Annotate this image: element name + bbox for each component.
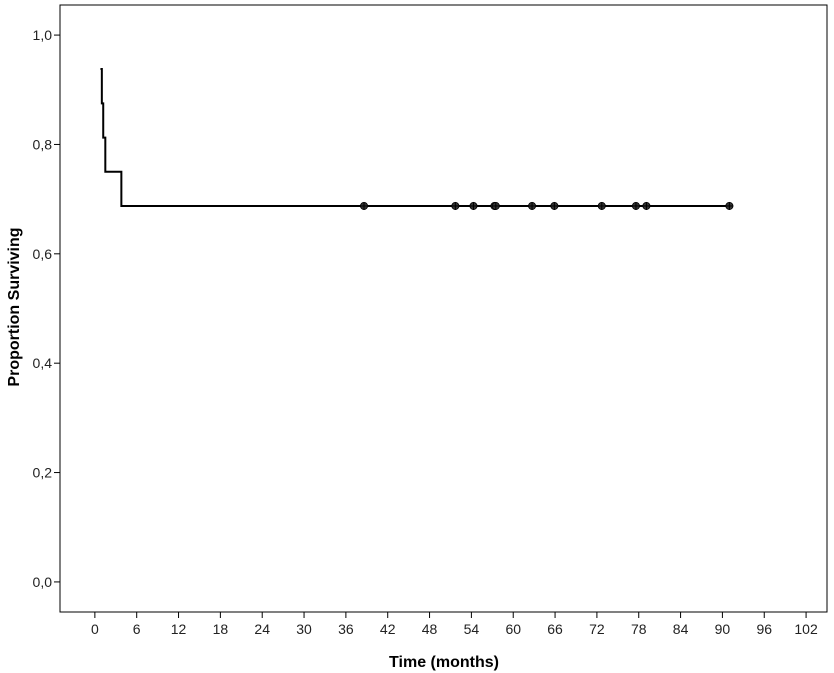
- y-tick-label: 0,4: [33, 355, 53, 371]
- x-tick-label: 60: [505, 621, 521, 637]
- x-tick-label: 12: [171, 621, 187, 637]
- y-tick-label: 1,0: [33, 27, 53, 43]
- x-axis: 0 6 12 18 24 30 36 42 48 54 60 66 72 78 84 90 96 102: [91, 612, 818, 637]
- x-tick-label: 42: [380, 621, 396, 637]
- y-tick-label: 0,8: [33, 136, 53, 152]
- censor-marker: [642, 201, 651, 210]
- x-tick-label: 36: [338, 621, 354, 637]
- y-axis-title: Proportion Surviving: [6, 227, 23, 386]
- plot-area-frame: [59, 4, 828, 613]
- x-tick-label: 90: [715, 621, 731, 637]
- x-tick-label: 66: [547, 621, 563, 637]
- x-tick-label: 48: [422, 621, 438, 637]
- survival-curve-line: [100, 67, 730, 207]
- censor-marker: [550, 201, 559, 210]
- x-tick-label: 102: [794, 621, 818, 637]
- x-axis-title: Time (months): [389, 654, 499, 671]
- x-tick-label: 78: [631, 621, 647, 637]
- censor-marker: [725, 201, 734, 210]
- x-tick-label: 6: [133, 621, 141, 637]
- x-tick-label: 30: [296, 621, 312, 637]
- x-tick-label: 84: [673, 621, 689, 637]
- censor-marker: [631, 201, 640, 210]
- x-tick-label: 24: [254, 621, 270, 637]
- y-tick-label: 0,6: [33, 246, 53, 262]
- y-tick-label: 0,2: [33, 465, 53, 481]
- x-tick-label: 96: [756, 621, 772, 637]
- censor-marker: [491, 201, 500, 210]
- series-layer: [100, 67, 734, 210]
- censor-marker: [597, 201, 606, 210]
- censor-marker: [451, 201, 460, 210]
- censor-marker: [469, 201, 478, 210]
- censor-marker: [360, 201, 369, 210]
- x-tick-label: 0: [91, 621, 99, 637]
- y-axis: 0,0 0,2 0,4 0,6 0,8 1,0: [33, 27, 60, 590]
- x-tick-label: 54: [464, 621, 480, 637]
- y-tick-label: 0,0: [33, 574, 53, 590]
- x-tick-label: 18: [213, 621, 229, 637]
- censor-marker: [528, 201, 537, 210]
- x-tick-label: 72: [589, 621, 605, 637]
